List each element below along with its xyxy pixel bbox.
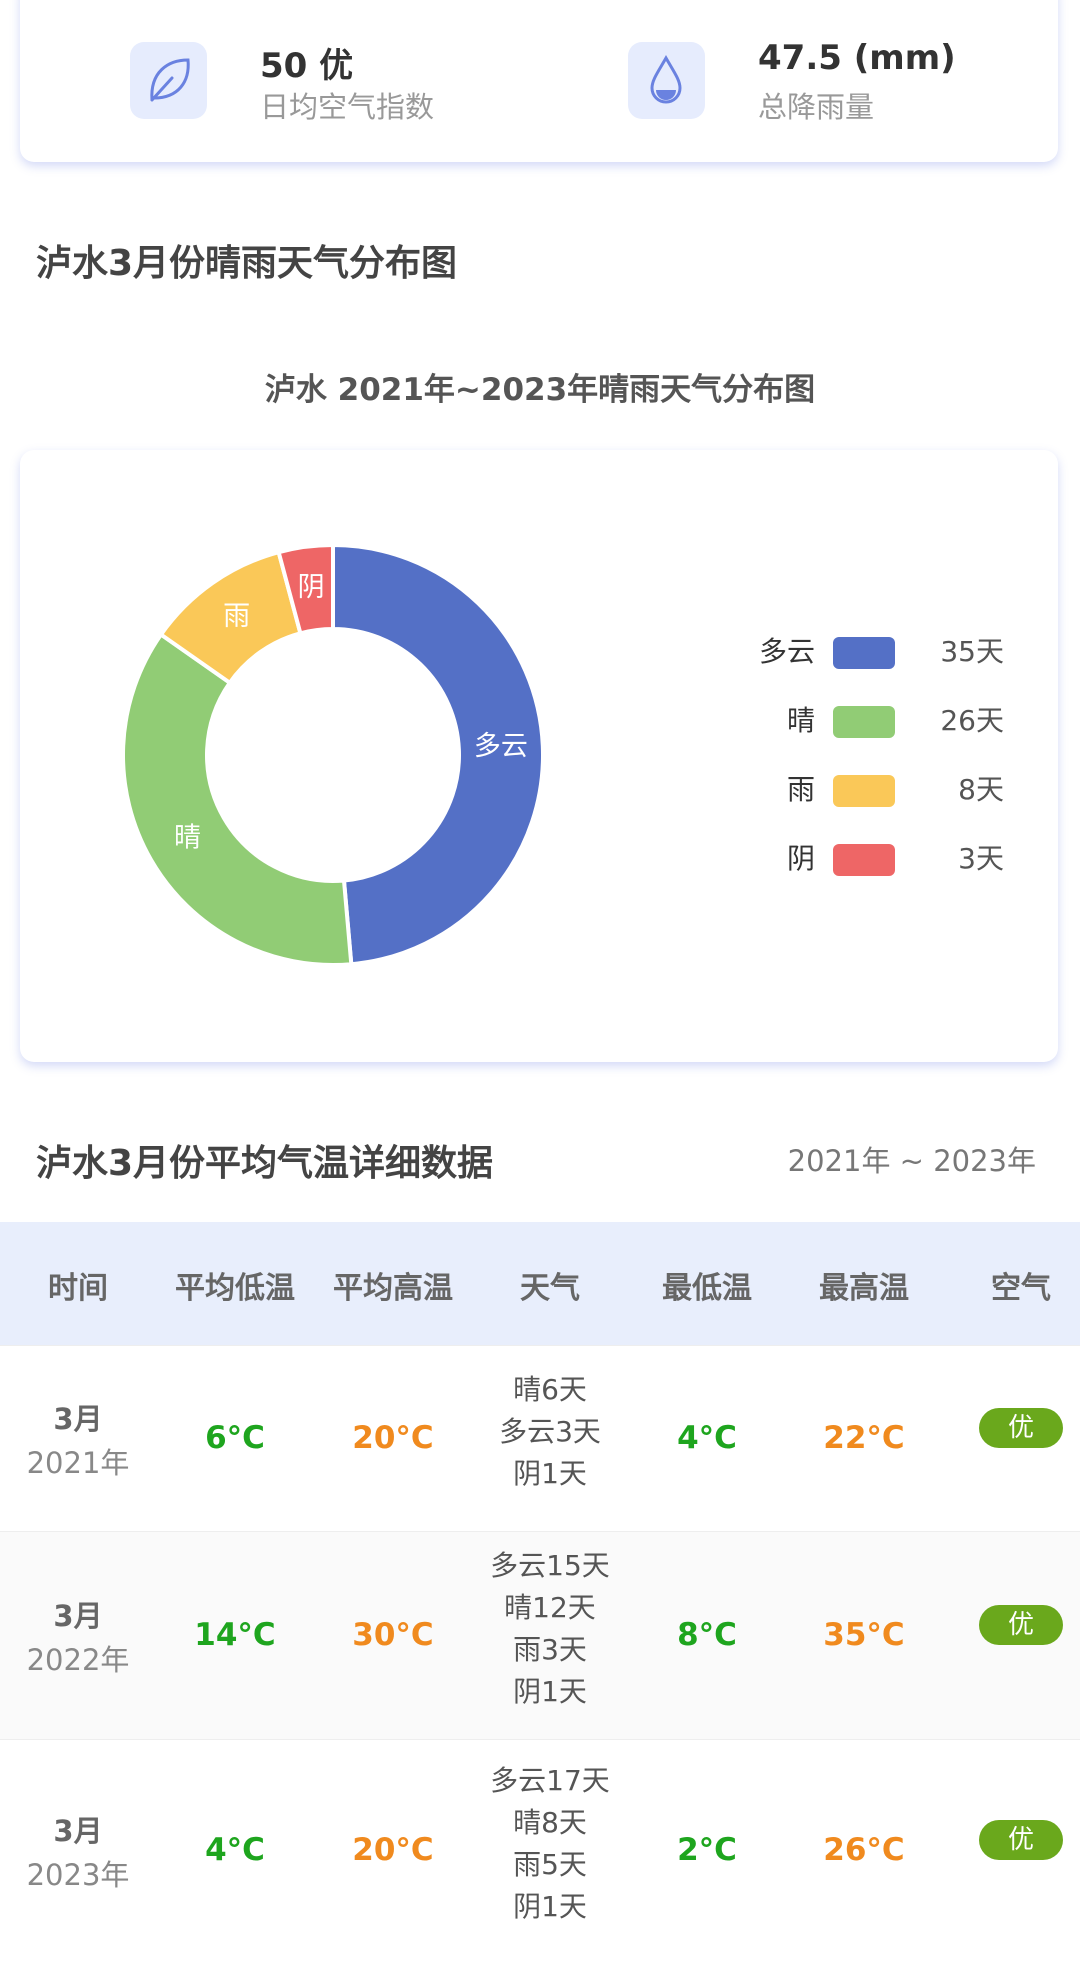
- temperature: 30°C: [352, 1617, 434, 1653]
- stat-value: 50 优: [260, 46, 354, 86]
- month: 3月: [53, 1402, 103, 1436]
- legend-label: 雨: [787, 773, 815, 806]
- table-header: 时间: [48, 1271, 108, 1306]
- page: 50 优 日均空气指数 47.5 (mm) 总降雨量 泸水3月份晴雨天气分布图 …: [0, 38, 1080, 1923]
- segment-label: 多云: [474, 731, 528, 762]
- stat-label: 日均空气指数: [260, 90, 435, 124]
- section-title: 泸水3月份平均气温详细数据: [36, 1143, 494, 1184]
- temperature: 20°C: [352, 1831, 434, 1868]
- leaf-icon: [130, 42, 207, 119]
- temperature: 4°C: [205, 1831, 265, 1868]
- temperature: 4°C: [677, 1420, 737, 1456]
- legend-value: 26天: [940, 704, 1004, 737]
- year: 2023年: [26, 1857, 130, 1892]
- weather-line: 晴6天: [513, 1373, 587, 1406]
- month: 3月: [53, 1813, 103, 1848]
- temperature: 26°C: [823, 1831, 905, 1868]
- legend-swatch: [833, 706, 895, 738]
- chart-title: 泸水 2021年~2023年晴雨天气分布图: [264, 372, 816, 408]
- stat-value: 47.5 (mm): [758, 38, 956, 78]
- drop-icon: [628, 42, 705, 119]
- weather-line: 阴1天: [513, 1457, 587, 1490]
- segment-label: 雨: [223, 601, 250, 632]
- temperature: 35°C: [823, 1617, 905, 1653]
- legend-label: 阴: [787, 842, 815, 875]
- temperature: 22°C: [823, 1420, 905, 1456]
- temperature: 20°C: [352, 1420, 434, 1456]
- temperature: 2°C: [677, 1831, 737, 1868]
- temperature: 6°C: [205, 1420, 265, 1456]
- temperature: 8°C: [677, 1617, 737, 1653]
- weather-line: 多云17天: [490, 1763, 610, 1797]
- legend-value: 3天: [958, 842, 1004, 875]
- drop-svg: [650, 54, 682, 104]
- donut-segment: [331, 543, 545, 967]
- table-header: 最低温: [662, 1271, 752, 1306]
- section-title: 泸水3月份晴雨天气分布图: [36, 243, 458, 284]
- weather-line: 晴8天: [513, 1805, 587, 1839]
- temperature: 14°C: [194, 1617, 276, 1653]
- table-header: 平均低温: [175, 1271, 295, 1306]
- weather-line: 晴12天: [504, 1591, 596, 1624]
- table-header: 平均高温: [333, 1271, 453, 1306]
- air-badge: 优: [979, 1605, 1063, 1645]
- air-badge: 优: [979, 1819, 1063, 1860]
- weather-line: 多云15天: [490, 1549, 610, 1582]
- segment-label: 阴: [298, 572, 325, 603]
- legend-label: 多云: [759, 635, 815, 668]
- year: 2021年: [26, 1446, 130, 1480]
- air-badge: 优: [979, 1408, 1063, 1448]
- segment-label: 晴: [174, 823, 201, 854]
- chart-card: 多云晴雨阴多云 35天晴 26天雨 8天阴 3天: [20, 450, 1058, 1062]
- donut-segment: [121, 632, 354, 967]
- weather-line: 多云3天: [499, 1415, 601, 1448]
- table-header: 天气: [520, 1271, 580, 1306]
- leaf-svg: [150, 58, 190, 102]
- weather-line: 雨3天: [513, 1633, 587, 1666]
- legend-value: 8天: [958, 773, 1004, 806]
- legend-swatch: [833, 775, 895, 807]
- legend-label: 晴: [787, 704, 815, 737]
- year-range: 2021年 ~ 2023年: [787, 1144, 1036, 1178]
- donut-segment: [276, 543, 335, 636]
- legend-swatch: [833, 637, 895, 669]
- table-header: 最高温: [819, 1271, 909, 1306]
- year: 2022年: [26, 1643, 130, 1677]
- weather-line: 雨5天: [513, 1847, 587, 1881]
- legend-swatch: [833, 844, 895, 876]
- row-bg: [0, 1345, 1080, 1532]
- weather-line: 阴1天: [513, 1889, 587, 1923]
- table-header-bg: [0, 1222, 1080, 1345]
- row-bg: [0, 1531, 1080, 1740]
- table-header: 空气: [991, 1271, 1051, 1306]
- legend-value: 35天: [940, 635, 1004, 668]
- weather-line: 阴1天: [513, 1675, 587, 1708]
- month: 3月: [53, 1599, 103, 1633]
- stat-label: 总降雨量: [758, 90, 875, 124]
